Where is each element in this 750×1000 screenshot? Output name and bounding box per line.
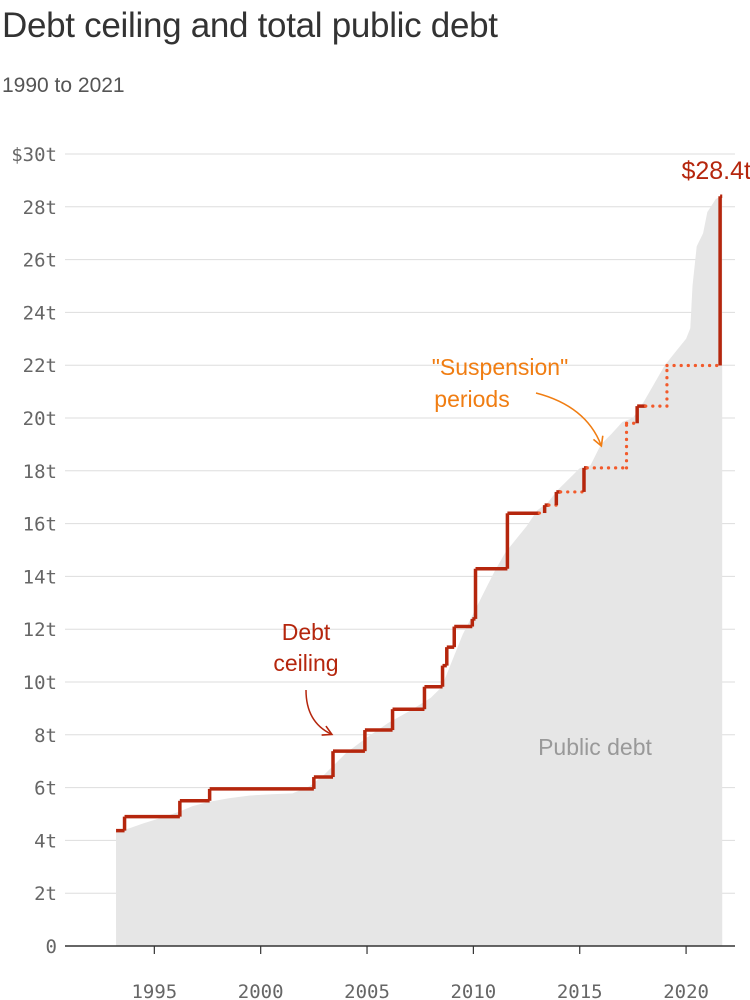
- y-tick-label-8: 8t: [34, 725, 57, 747]
- end-value-label: $28.4t: [681, 157, 750, 185]
- x-tick-label-2000: 2000: [238, 981, 284, 1000]
- y-tick-label-18: 18t: [23, 461, 57, 483]
- y-tick-label-28: 28t: [23, 197, 57, 219]
- page-subtitle: 1990 to 2021: [2, 74, 125, 97]
- y-tick-label-20: 20t: [23, 408, 57, 430]
- x-tick-label-1995: 1995: [131, 981, 177, 1000]
- y-tick-label-10: 10t: [23, 672, 57, 694]
- y-tick-label-0: 0: [46, 936, 57, 958]
- debt-ceiling-label-line2: ceiling: [273, 650, 338, 676]
- x-tick-label-2005: 2005: [344, 981, 390, 1000]
- y-tick-label-14: 14t: [23, 566, 57, 588]
- x-tick-label-2010: 2010: [450, 981, 496, 1000]
- y-tick-label-24: 24t: [23, 302, 57, 324]
- suspension-label-line2: periods: [434, 386, 509, 412]
- y-axis-labels: 0 2t 4t 6t 8t 10t 12t 14t 16t 18t 20t 22t 24t 26t 28t $…: [11, 144, 57, 958]
- debt-ceiling-arrow: [305, 689, 334, 736]
- page-title: Debt ceiling and total public debt: [2, 6, 498, 45]
- annotation-layer: $28.4t Debt ceiling "Suspension" periods Publ…: [273, 157, 750, 760]
- public-debt-area: [116, 196, 723, 946]
- y-tick-label-2: 2t: [34, 883, 57, 905]
- x-tick-label-2015: 2015: [557, 981, 603, 1000]
- ceiling-layer: [116, 194, 723, 833]
- y-tick-label-22: 22t: [23, 355, 57, 377]
- suspension-label-line1: "Suspension": [432, 354, 569, 380]
- area-layer: [116, 196, 723, 946]
- x-axis: 1995 2000 2005 2010 2015 2020: [65, 945, 735, 1000]
- debt-ceiling-label-line1: Debt: [282, 619, 331, 645]
- y-tick-label-4: 4t: [34, 830, 57, 852]
- y-tick-label-12: 12t: [23, 619, 57, 641]
- suspension-arrow: [535, 392, 604, 448]
- y-tick-label-30: $30t: [11, 144, 57, 166]
- y-tick-label-16: 16t: [23, 514, 57, 536]
- y-tick-label-26: 26t: [23, 250, 57, 272]
- public-debt-label: Public debt: [538, 734, 652, 760]
- x-tick-label-2020: 2020: [663, 981, 709, 1000]
- y-tick-label-6: 6t: [34, 778, 57, 800]
